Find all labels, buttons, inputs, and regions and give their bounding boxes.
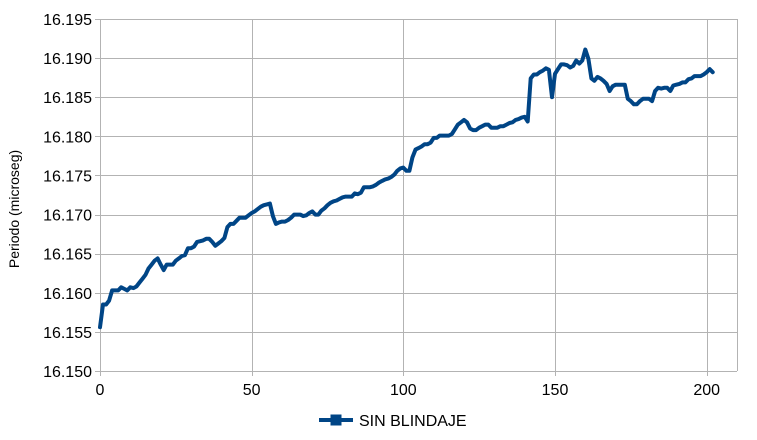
series-line bbox=[98, 47, 715, 330]
x-tick-label: 100 bbox=[390, 382, 417, 399]
y-axis-ticks: 16.195 16.190 16.185 16.180 16.175 16.170 16.1… bbox=[43, 12, 100, 381]
series-group bbox=[98, 47, 715, 330]
x-axis-ticks: 0 50 100 150 200 bbox=[96, 371, 720, 399]
y-tick-label: 16.185 bbox=[43, 90, 92, 107]
x-tick-label: 200 bbox=[693, 382, 720, 399]
y-tick-label: 16.160 bbox=[43, 286, 92, 303]
y-tick-label: 16.165 bbox=[43, 247, 92, 264]
x-tick-label: 150 bbox=[542, 382, 569, 399]
y-tick-label: 16.180 bbox=[43, 129, 92, 146]
y-axis-title: Periodo (microseg) bbox=[6, 150, 22, 268]
x-tick-label: 0 bbox=[96, 382, 105, 399]
axes bbox=[100, 19, 738, 372]
x-tick-label: 50 bbox=[243, 382, 261, 399]
legend-label: SIN BLINDAJE bbox=[359, 413, 467, 430]
y-tick-label: 16.175 bbox=[43, 168, 92, 185]
y-tick-label: 16.195 bbox=[43, 12, 92, 29]
y-tick-label: 16.170 bbox=[43, 208, 92, 225]
legend-square-marker bbox=[330, 414, 342, 426]
legend: SIN BLINDAJE bbox=[319, 413, 467, 430]
y-tick-label: 16.150 bbox=[43, 364, 92, 381]
grid-lines bbox=[100, 19, 737, 372]
y-tick-label: 16.155 bbox=[43, 325, 92, 342]
y-tick-label: 16.190 bbox=[43, 51, 92, 68]
